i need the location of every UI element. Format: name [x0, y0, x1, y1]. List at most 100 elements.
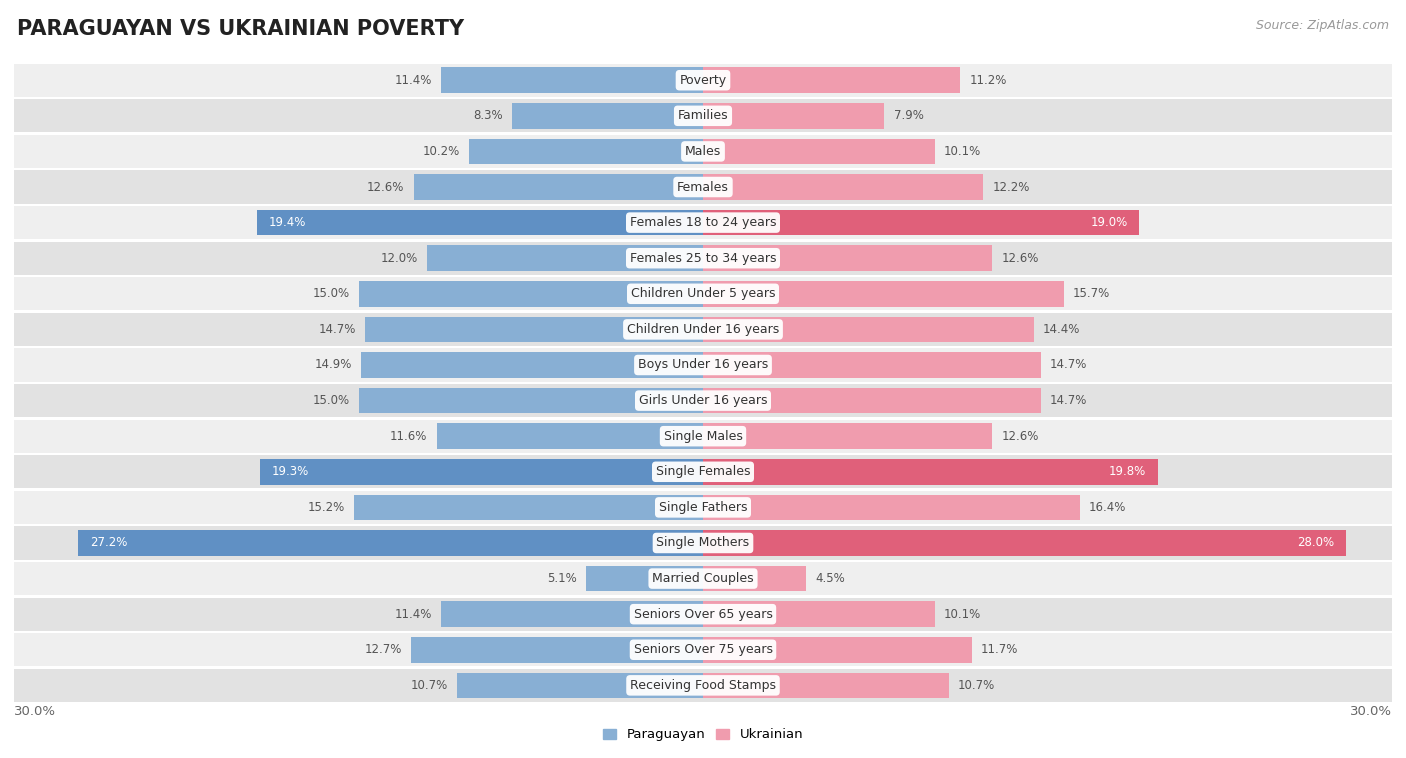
Text: 15.0%: 15.0%: [312, 287, 349, 300]
Text: 28.0%: 28.0%: [1298, 537, 1334, 550]
Bar: [703, 139, 935, 164]
Bar: [703, 352, 1040, 377]
Bar: [14, 526, 1392, 559]
Bar: [14, 633, 1392, 666]
Bar: [14, 420, 1392, 453]
Bar: [14, 384, 1392, 417]
Bar: [14, 669, 1392, 702]
Text: 30.0%: 30.0%: [14, 705, 56, 718]
Text: 14.7%: 14.7%: [1050, 359, 1087, 371]
Bar: [359, 388, 703, 413]
Text: 19.3%: 19.3%: [271, 465, 308, 478]
Text: 15.2%: 15.2%: [308, 501, 344, 514]
Bar: [703, 246, 993, 271]
Bar: [437, 424, 703, 449]
Text: Poverty: Poverty: [679, 74, 727, 86]
Text: Receiving Food Stamps: Receiving Food Stamps: [630, 679, 776, 692]
Text: 12.0%: 12.0%: [381, 252, 418, 265]
Bar: [366, 317, 703, 342]
Text: 30.0%: 30.0%: [1350, 705, 1392, 718]
Bar: [413, 174, 703, 200]
Text: 10.1%: 10.1%: [945, 145, 981, 158]
Bar: [354, 494, 703, 520]
Legend: Paraguayan, Ukrainian: Paraguayan, Ukrainian: [598, 723, 808, 747]
Bar: [703, 530, 1346, 556]
Bar: [703, 494, 1080, 520]
Bar: [14, 277, 1392, 310]
Bar: [361, 352, 703, 377]
Text: 14.7%: 14.7%: [319, 323, 356, 336]
Bar: [703, 67, 960, 93]
Text: Females: Females: [678, 180, 728, 193]
Text: 7.9%: 7.9%: [894, 109, 924, 122]
Bar: [586, 565, 703, 591]
Text: 14.7%: 14.7%: [1050, 394, 1087, 407]
Text: 4.5%: 4.5%: [815, 572, 845, 585]
Text: 14.9%: 14.9%: [315, 359, 352, 371]
Bar: [441, 67, 703, 93]
Text: 10.2%: 10.2%: [422, 145, 460, 158]
Bar: [14, 349, 1392, 381]
Text: Children Under 5 years: Children Under 5 years: [631, 287, 775, 300]
Bar: [703, 637, 972, 662]
Bar: [14, 313, 1392, 346]
Bar: [427, 246, 703, 271]
Bar: [441, 601, 703, 627]
Text: 14.4%: 14.4%: [1043, 323, 1080, 336]
Bar: [257, 210, 703, 236]
Bar: [14, 242, 1392, 274]
Text: 10.7%: 10.7%: [411, 679, 449, 692]
Bar: [260, 459, 703, 484]
Text: Single Females: Single Females: [655, 465, 751, 478]
Bar: [79, 530, 703, 556]
Text: 19.8%: 19.8%: [1109, 465, 1146, 478]
Bar: [14, 562, 1392, 595]
Text: 12.6%: 12.6%: [1001, 430, 1039, 443]
Text: 12.6%: 12.6%: [367, 180, 405, 193]
Text: Single Mothers: Single Mothers: [657, 537, 749, 550]
Bar: [703, 601, 935, 627]
Text: Males: Males: [685, 145, 721, 158]
Text: 5.1%: 5.1%: [547, 572, 576, 585]
Text: Married Couples: Married Couples: [652, 572, 754, 585]
Text: 15.0%: 15.0%: [312, 394, 349, 407]
Text: Source: ZipAtlas.com: Source: ZipAtlas.com: [1256, 19, 1389, 32]
Text: 10.7%: 10.7%: [957, 679, 995, 692]
Bar: [14, 171, 1392, 204]
Text: 19.0%: 19.0%: [1091, 216, 1128, 229]
Bar: [359, 281, 703, 307]
Text: 11.6%: 11.6%: [389, 430, 427, 443]
Text: Boys Under 16 years: Boys Under 16 years: [638, 359, 768, 371]
Text: Girls Under 16 years: Girls Under 16 years: [638, 394, 768, 407]
Bar: [703, 672, 949, 698]
Text: 15.7%: 15.7%: [1073, 287, 1109, 300]
Text: Families: Families: [678, 109, 728, 122]
Bar: [14, 491, 1392, 524]
Bar: [703, 317, 1033, 342]
Text: Females 18 to 24 years: Females 18 to 24 years: [630, 216, 776, 229]
Bar: [703, 210, 1139, 236]
Bar: [14, 99, 1392, 133]
Bar: [14, 135, 1392, 168]
Text: Children Under 16 years: Children Under 16 years: [627, 323, 779, 336]
Bar: [14, 456, 1392, 488]
Text: PARAGUAYAN VS UKRAINIAN POVERTY: PARAGUAYAN VS UKRAINIAN POVERTY: [17, 19, 464, 39]
Bar: [703, 459, 1157, 484]
Text: 10.1%: 10.1%: [945, 608, 981, 621]
Text: 12.6%: 12.6%: [1001, 252, 1039, 265]
Bar: [703, 565, 807, 591]
Bar: [412, 637, 703, 662]
Bar: [703, 174, 983, 200]
Bar: [703, 388, 1040, 413]
Text: 12.7%: 12.7%: [364, 644, 402, 656]
Bar: [512, 103, 703, 129]
Text: 11.4%: 11.4%: [395, 74, 432, 86]
Text: Single Males: Single Males: [664, 430, 742, 443]
Text: 19.4%: 19.4%: [269, 216, 307, 229]
Text: 12.2%: 12.2%: [993, 180, 1029, 193]
Text: 11.2%: 11.2%: [969, 74, 1007, 86]
Bar: [703, 281, 1063, 307]
Text: Seniors Over 75 years: Seniors Over 75 years: [634, 644, 772, 656]
Bar: [14, 206, 1392, 240]
Text: Females 25 to 34 years: Females 25 to 34 years: [630, 252, 776, 265]
